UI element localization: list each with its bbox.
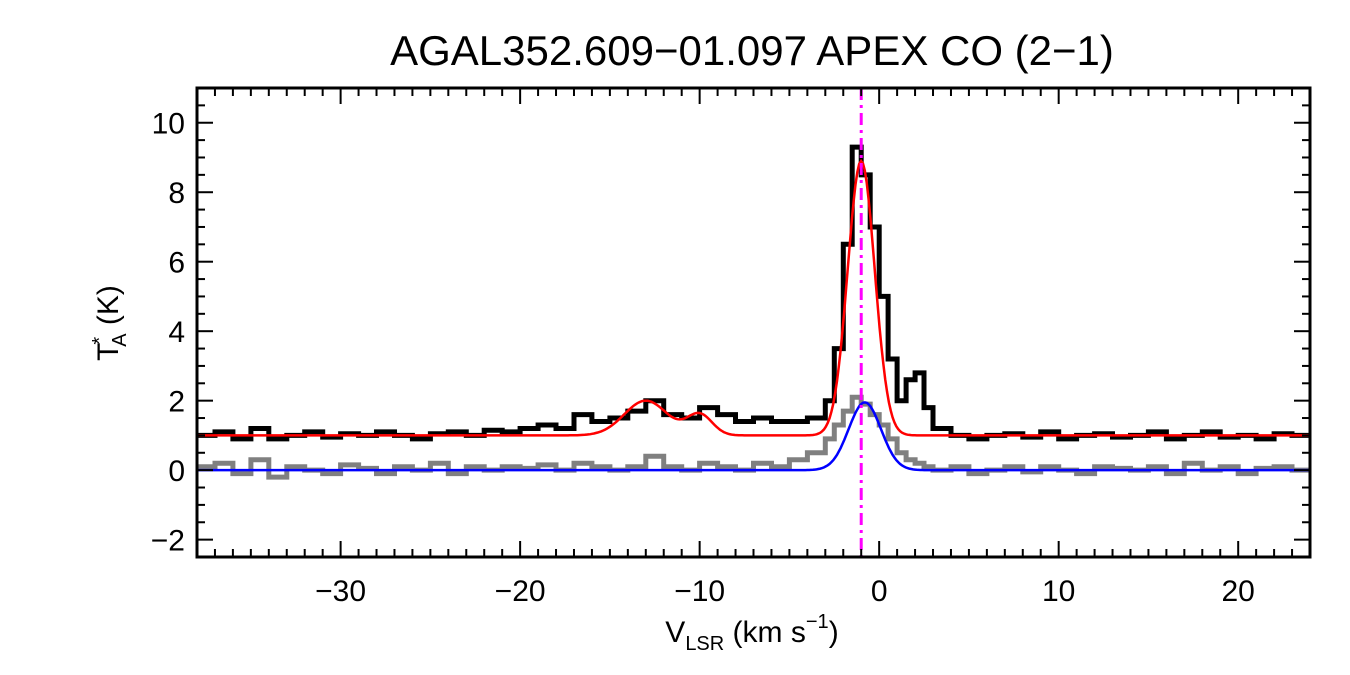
data-histogram-0 xyxy=(197,144,1310,442)
chart-title: AGAL352.609−01.097 APEX CO (2−1) xyxy=(390,27,1114,74)
plot-area xyxy=(197,88,1310,557)
y-axis-label: T*A (K) xyxy=(89,285,131,361)
plot-frame xyxy=(195,86,1312,559)
model-curve-3 xyxy=(197,401,1310,472)
x-tick-label: −20 xyxy=(495,575,546,608)
y-tick-label: 6 xyxy=(168,247,185,280)
y-tick-label: 2 xyxy=(168,386,185,419)
data-histogram-1 xyxy=(197,394,1310,480)
y-tick-label: −2 xyxy=(151,525,185,558)
y-tick-label: 0 xyxy=(168,455,185,488)
x-tick-label: −30 xyxy=(315,575,366,608)
x-tick-label: 0 xyxy=(871,575,888,608)
y-tick-label: 8 xyxy=(168,177,185,210)
y-tick-label: 10 xyxy=(152,108,185,141)
x-tick-label: 20 xyxy=(1222,575,1255,608)
x-tick-label: −10 xyxy=(674,575,725,608)
x-axis-label: VLSR (km s−1) xyxy=(665,611,838,655)
y-tick-label: 4 xyxy=(168,316,185,349)
x-tick-label: 10 xyxy=(1042,575,1075,608)
model-curve-2 xyxy=(197,158,1310,437)
